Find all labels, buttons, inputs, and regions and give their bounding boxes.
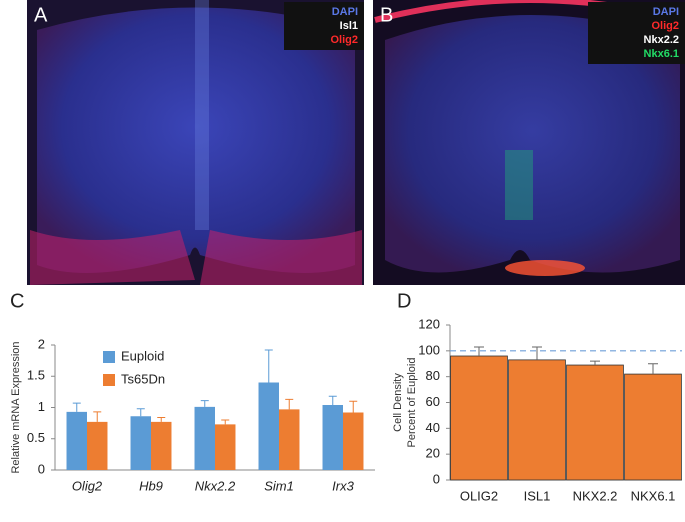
legend-text: Ts65Dn xyxy=(121,371,165,386)
error-bar xyxy=(221,419,230,425)
bar xyxy=(66,411,87,470)
error-bar xyxy=(136,408,145,417)
bar xyxy=(450,355,508,481)
y-tick-label: 100 xyxy=(418,342,440,357)
y-axis-label: Cell Density xyxy=(392,373,404,432)
y-axis-label: Percent of Euploid xyxy=(406,358,418,448)
legend-swatch xyxy=(103,374,115,386)
error-bar xyxy=(590,360,600,366)
x-tick-label: Irx3 xyxy=(332,478,354,493)
y-tick-label: 1.5 xyxy=(27,368,45,383)
legend-text: Olig2 xyxy=(330,34,358,46)
charts: C Relative mRNA Expression 0 0.5 1 1.5 2 Olig2 H… xyxy=(10,290,682,503)
error-bar xyxy=(157,417,166,422)
bar xyxy=(215,424,236,470)
panel-label: A xyxy=(34,4,48,26)
legend-text: DAPI xyxy=(653,6,679,18)
legend-text: Nkx6.1 xyxy=(644,48,679,60)
y-tick-label: 0.5 xyxy=(27,430,45,445)
error-bar xyxy=(200,400,209,407)
bar xyxy=(87,421,108,470)
x-tick-label: ISL1 xyxy=(524,488,551,503)
error-bar xyxy=(349,400,358,413)
legend-text: Isl1 xyxy=(340,20,358,32)
bar xyxy=(566,364,624,481)
y-tick-label: 120 xyxy=(418,316,440,331)
y-tick-label: 80 xyxy=(426,368,440,383)
bar xyxy=(322,405,343,470)
panel-label: D xyxy=(397,290,411,312)
y-tick-label: 20 xyxy=(426,446,440,461)
y-tick-label: 60 xyxy=(426,394,440,409)
bar xyxy=(258,382,279,470)
bar xyxy=(151,421,172,470)
legend-box xyxy=(588,2,685,64)
legend-text: Nkx2.2 xyxy=(644,34,679,46)
error-bar xyxy=(285,398,294,410)
legend-text: Olig2 xyxy=(651,20,679,32)
bar xyxy=(130,416,151,470)
y-tick-label: 0 xyxy=(38,461,45,476)
error-bar xyxy=(532,346,542,360)
x-tick-label: NKX2.2 xyxy=(573,488,618,503)
error-bar xyxy=(72,402,81,412)
y-tick-label: 2 xyxy=(38,336,45,351)
x-tick-label: Nkx2.2 xyxy=(195,478,236,493)
x-tick-label: NKX6.1 xyxy=(631,488,676,503)
y-axis-label: Relative mRNA Expression xyxy=(10,341,22,473)
x-tick-label: Hb9 xyxy=(139,478,163,493)
y-tick-label: 1 xyxy=(38,399,45,414)
error-bar xyxy=(93,411,102,422)
bar xyxy=(508,359,566,481)
x-tick-label: OLIG2 xyxy=(460,488,498,503)
error-bar xyxy=(648,363,658,375)
bar xyxy=(279,409,300,470)
error-bar xyxy=(328,395,337,405)
x-tick-label: Olig2 xyxy=(72,478,103,493)
legend-box xyxy=(284,2,364,50)
error-bar xyxy=(474,346,484,356)
y-tick-label: 0 xyxy=(433,471,440,486)
panel-label: B xyxy=(380,4,393,26)
bar xyxy=(624,373,682,481)
y-tick-label: 40 xyxy=(426,420,440,435)
legend-text: Euploid xyxy=(121,348,164,363)
bar xyxy=(343,412,364,470)
legend-swatch xyxy=(103,351,115,363)
legend-text: DAPI xyxy=(332,6,358,18)
bar xyxy=(194,406,215,470)
panel-label: C xyxy=(10,290,24,312)
x-tick-label: Sim1 xyxy=(264,478,294,493)
error-bar xyxy=(264,349,273,383)
